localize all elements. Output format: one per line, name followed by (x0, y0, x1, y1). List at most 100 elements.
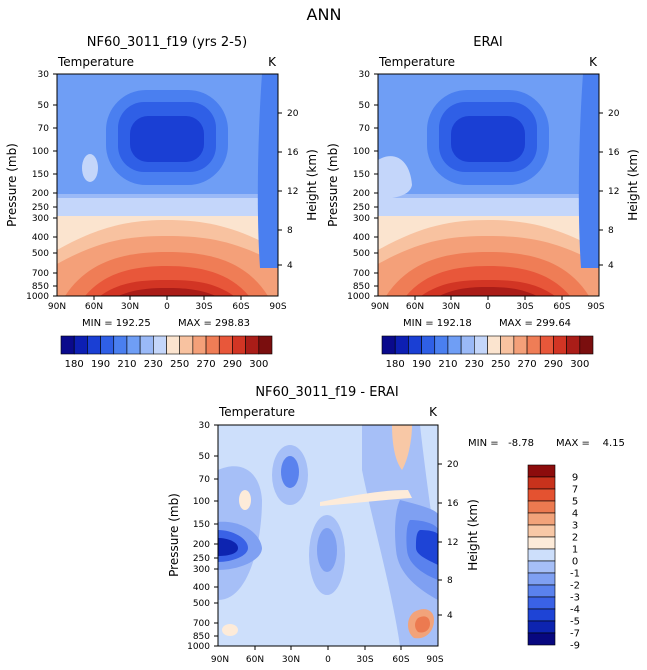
height-tick-label: 12 (447, 538, 458, 548)
y-tick-label: 250 (353, 203, 370, 213)
colorbar-label: 3 (572, 521, 578, 532)
colorbar-swatch (527, 500, 556, 514)
colorbar-swatch (527, 536, 556, 550)
colorbar-swatch (527, 620, 556, 634)
colorbar-swatch (258, 335, 273, 355)
panel-subtitle: Temperature (218, 405, 295, 419)
colorbar-swatch (87, 335, 101, 355)
min-label: MIN = 192.18 (403, 318, 472, 329)
height-tick-label: 16 (608, 148, 620, 158)
y-tick-label: 70 (359, 124, 371, 134)
colorbar-label: 210 (117, 359, 136, 370)
colorbar-swatch (381, 335, 396, 355)
colorbar-temperature-right: 180 190 210 230 250 270 290 300 (381, 335, 594, 370)
colorbar-label: 210 (438, 359, 457, 370)
diff-contour-sh-3 (416, 530, 438, 565)
colorbar-swatch (113, 335, 128, 355)
colorbar-label: 1 (572, 545, 578, 556)
y-tick-label: 300 (193, 565, 210, 575)
colorbar-swatch (447, 335, 462, 355)
max-label: MAX = 4.15 (556, 438, 625, 449)
colorbar-swatch (166, 335, 180, 355)
y-tick-label: 100 (353, 147, 370, 157)
min-label: MIN = 192.25 (82, 318, 151, 329)
diff-contour-neg-upper2 (281, 456, 299, 488)
units-label: K (589, 55, 598, 69)
contour-trop-4 (451, 116, 525, 162)
colorbar-label: 290 (544, 359, 563, 370)
panel-reanalysis: ERAI Temperature K 30 50 70 100 150 (326, 35, 640, 329)
diff-contour-pos-band (320, 490, 412, 506)
x-tick-label: 90N (48, 302, 66, 312)
y-tick-label: 70 (38, 124, 50, 134)
colorbar-swatch (408, 335, 422, 355)
height-tick-label: 4 (287, 261, 293, 271)
x-tick-label: 30N (442, 302, 460, 312)
y-axis-title-right: Height (km) (466, 499, 480, 570)
height-tick-label: 20 (287, 109, 299, 119)
y-tick-label: 850 (193, 632, 210, 642)
colorbar-swatch (579, 335, 594, 355)
x-tick-label: 60S (392, 655, 409, 665)
y-tick-label: 100 (32, 147, 49, 157)
y-tick-label: 500 (353, 249, 370, 259)
contour-trop-4 (130, 116, 204, 162)
colorbar-swatch (526, 335, 541, 355)
y-axis-title: Pressure (mb) (167, 493, 181, 577)
colorbar-label: 180 (386, 359, 405, 370)
colorbar-swatch (527, 608, 556, 622)
panel-difference: NF60_3011_f19 - ERAI Temperature K (167, 385, 625, 665)
x-tick-label: 30S (356, 655, 373, 665)
y-tick-label: 150 (193, 520, 210, 530)
height-tick-label: 8 (608, 226, 614, 236)
x-tick-label: 60S (232, 302, 249, 312)
colorbar-label: 300 (570, 359, 589, 370)
colorbar-swatch (527, 632, 556, 646)
x-tick-label: 90S (269, 302, 286, 312)
y-tick-label: 30 (359, 70, 371, 80)
colorbar-swatch (73, 335, 88, 355)
colorbar-label: 190 (412, 359, 431, 370)
y-tick-label: 400 (32, 233, 49, 243)
panel-title: ERAI (473, 35, 502, 50)
x-tick-label: 30N (121, 302, 139, 312)
y-axis-title-right: Height (km) (305, 149, 319, 220)
y-axis-left: 30 50 70 100 150 200 250 300 400 500 700… (347, 70, 370, 302)
max-label: MAX = 299.64 (499, 318, 571, 329)
colorbar-label: 0 (572, 557, 578, 568)
panel-title: NF60_3011_f19 - ERAI (255, 385, 398, 400)
colorbar-swatch (487, 335, 501, 355)
x-axis: 90N 60N 30N 0 30S 60S 90S (371, 302, 605, 312)
colorbar-label: 270 (518, 359, 537, 370)
panel-subtitle: Temperature (57, 55, 134, 69)
x-tick-label: 60N (85, 302, 103, 312)
colorbar-label: 5 (572, 497, 578, 508)
colorbar-label: 2 (572, 533, 578, 544)
y-tick-label: 300 (32, 214, 49, 224)
units-label: K (268, 55, 277, 69)
colorbar-swatch (527, 476, 556, 490)
colorbar-swatch (192, 335, 207, 355)
contour-warm-8 (439, 287, 537, 296)
y-tick-label: 100 (193, 497, 210, 507)
y-tick-label: 250 (193, 554, 210, 564)
y-tick-label: 850 (353, 282, 370, 292)
colorbar-swatch (513, 335, 528, 355)
height-tick-label: 16 (447, 499, 459, 509)
y-axis-title-right: Height (km) (626, 149, 640, 220)
y-tick-label: 850 (32, 282, 49, 292)
colorbar-swatch (553, 335, 567, 355)
colorbar-label: 300 (249, 359, 268, 370)
y-tick-label: 150 (353, 170, 370, 180)
colorbar-label: 290 (223, 359, 242, 370)
y-tick-label: 150 (32, 170, 49, 180)
colorbar-label: 9 (572, 473, 578, 484)
y-axis-left: 30 50 70 100 150 200 250 300 400 500 700… (187, 421, 210, 652)
x-tick-label: 0 (325, 655, 331, 665)
colorbar-swatch (527, 572, 556, 586)
y-tick-label: 50 (38, 101, 50, 111)
colorbar-swatch (153, 335, 167, 355)
colorbar-label: -9 (570, 641, 580, 652)
